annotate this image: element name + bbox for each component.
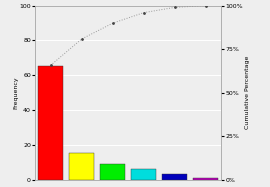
Bar bbox=[100, 164, 125, 180]
Y-axis label: Cumulative Percentage: Cumulative Percentage bbox=[245, 56, 249, 129]
Bar bbox=[193, 178, 218, 180]
Bar bbox=[69, 153, 94, 180]
Y-axis label: Frequency: Frequency bbox=[13, 76, 18, 109]
Bar bbox=[162, 174, 187, 180]
Bar bbox=[131, 169, 156, 180]
Bar bbox=[38, 67, 63, 180]
